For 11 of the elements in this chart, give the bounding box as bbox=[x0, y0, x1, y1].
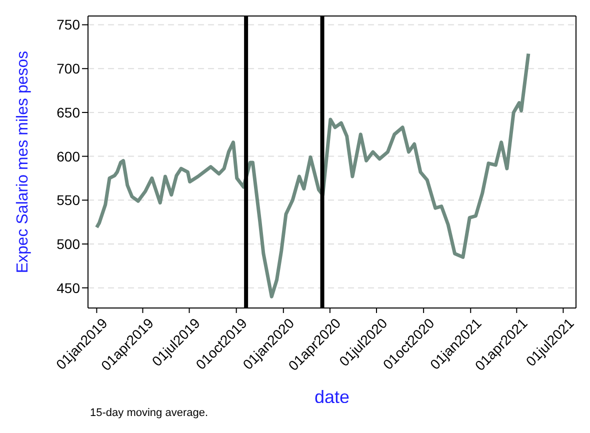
y-tick-label: 500 bbox=[56, 236, 80, 252]
y-tick-label: 700 bbox=[56, 60, 80, 77]
y-tick-label: 450 bbox=[56, 280, 80, 296]
y-tick-label: 650 bbox=[56, 104, 80, 120]
x-axis-title: date bbox=[314, 387, 350, 407]
y-tick-label: 550 bbox=[56, 192, 80, 208]
line-series bbox=[94, 52, 530, 298]
y-tick-label: 750 bbox=[56, 16, 80, 33]
y-axis-title: Expec Salario mes miles pesos bbox=[14, 50, 32, 274]
text: 15-day moving average. bbox=[90, 407, 210, 419]
y-tick-label: 600 bbox=[56, 148, 80, 164]
